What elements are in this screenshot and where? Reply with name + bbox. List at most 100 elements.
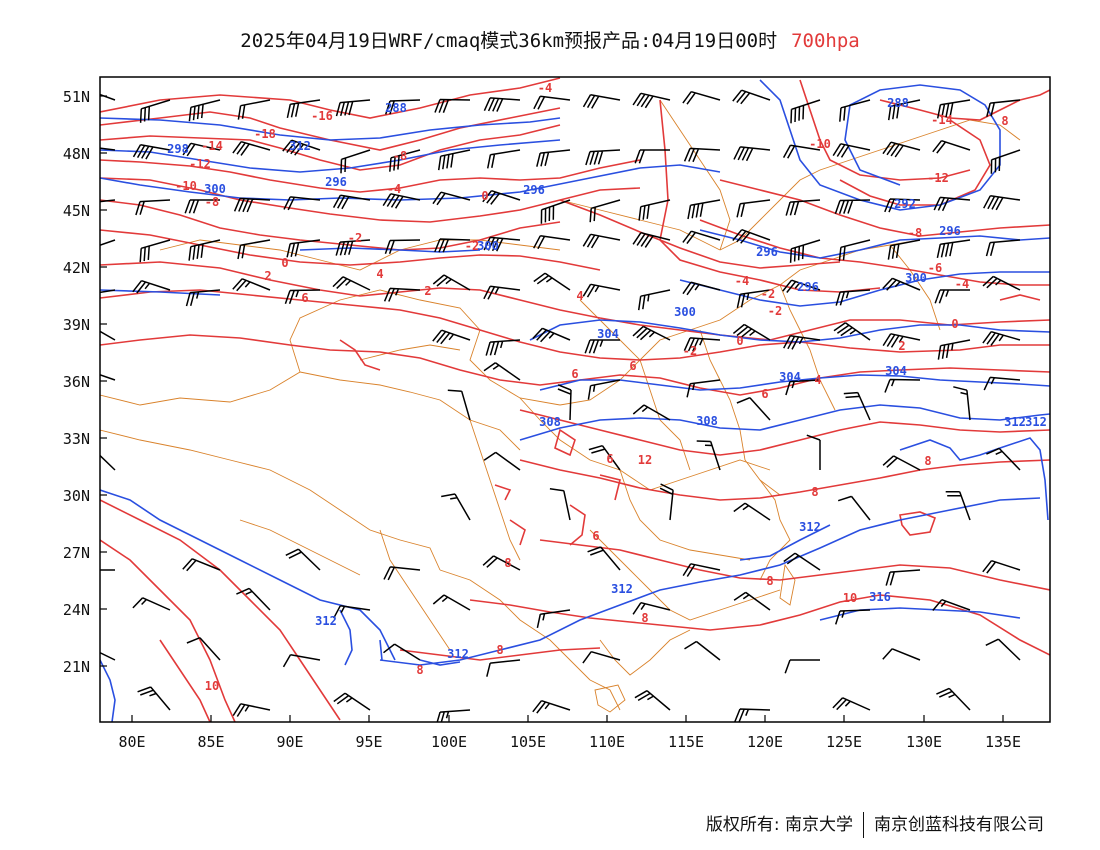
province-boundaries — [100, 99, 1021, 713]
wind-barb — [937, 339, 971, 360]
geopotential-isoline — [339, 609, 353, 666]
wind-barb — [732, 89, 771, 105]
wind-barb — [486, 149, 521, 169]
wind-barb — [885, 569, 921, 586]
lat-tick-label: 33N — [63, 430, 90, 448]
geopotential-isoline — [379, 639, 383, 661]
temperature-isoline — [699, 219, 1050, 286]
geopotential-isoline — [699, 229, 1050, 259]
wind-barb — [333, 605, 371, 619]
wind-barb — [733, 502, 771, 521]
boundary-line — [579, 299, 641, 361]
wind-barb — [186, 637, 221, 661]
wind-barb — [232, 278, 271, 292]
temperature-isoline — [599, 474, 621, 501]
geopotential-isoline — [819, 607, 1021, 621]
wind-barb — [383, 287, 421, 302]
title-text: 2025年04月19日WRF/cmaq模式36km预报产品:04月19日00时 — [240, 30, 778, 52]
lat-tick-label: 27N — [63, 544, 90, 562]
wind-barb — [232, 140, 271, 156]
footer-divider — [863, 812, 864, 838]
geopotential-isoline — [100, 659, 116, 722]
wind-barb — [785, 379, 821, 396]
lon-tick-label: 125E — [826, 733, 862, 751]
wind-barb — [441, 493, 471, 521]
temperature-label: 2 — [898, 339, 905, 353]
wind-barb — [485, 339, 521, 356]
wind-barb — [682, 563, 721, 577]
temperature-label: -4 — [735, 274, 749, 288]
wind-barb — [282, 654, 321, 668]
geopotential-label: 288 — [385, 101, 407, 115]
wind-barb — [887, 99, 921, 121]
wind-barb — [335, 239, 371, 256]
temperature-isoline — [999, 294, 1041, 301]
boundary-line — [469, 419, 521, 561]
wind-barb — [806, 434, 821, 470]
boundary-line — [359, 344, 461, 361]
lat-tick-label: 21N — [63, 658, 90, 676]
temperature-isoline — [100, 261, 1050, 341]
wind-barb — [436, 709, 471, 722]
pressure-level-label: 700hpa — [791, 30, 860, 52]
temperature-isoline — [100, 289, 1050, 361]
lon-tick-label: 130E — [906, 733, 942, 751]
wind-barb — [188, 239, 221, 261]
wind-barb — [936, 687, 971, 711]
map-frame — [99, 76, 1051, 723]
geopotential-label: 288 — [887, 96, 909, 110]
wind-barb — [837, 495, 871, 521]
temperature-label: 0 — [736, 334, 743, 348]
geopotential-label: 304 — [779, 370, 801, 384]
temperature-isoline — [719, 179, 1050, 237]
wind-barb — [934, 289, 970, 304]
wind-barb — [632, 325, 671, 341]
temperature-isoline — [799, 79, 971, 181]
geopotential-label: 300 — [477, 239, 499, 253]
lat-tick-label: 45N — [63, 202, 90, 220]
geopotential-isoline — [529, 319, 1050, 343]
wind-barb — [632, 601, 671, 615]
lat-tick-label: 48N — [63, 145, 90, 163]
geopotential-isoline — [759, 79, 1001, 211]
temperature-label: 8 — [496, 643, 503, 657]
temperature-isoline — [539, 539, 1050, 591]
temperature-label: 0 — [281, 256, 288, 270]
geopotential-label: 312 — [447, 647, 469, 661]
wind-barb — [139, 239, 171, 263]
wind-barb — [736, 199, 771, 218]
geopotential-label: 300 — [204, 182, 226, 196]
temperature-contours — [100, 77, 1050, 722]
wind-barb — [838, 239, 871, 262]
temperature-label: 6 — [592, 529, 599, 543]
wind-barb — [182, 558, 221, 572]
wind-barb — [789, 239, 821, 263]
geopotential-isoline — [100, 117, 561, 141]
geopotential-isoline — [379, 497, 1041, 666]
temperature-isoline — [100, 199, 561, 251]
wind-barb — [736, 397, 771, 421]
geopotential-label: 300 — [905, 271, 927, 285]
lon-tick-label: 90E — [276, 733, 303, 751]
wind-barb — [683, 337, 721, 352]
wind-barb — [237, 239, 271, 260]
wind-barb — [945, 491, 971, 521]
temperature-label: 4 — [576, 289, 583, 303]
wind-barb — [587, 379, 621, 400]
boundary-line — [159, 239, 401, 271]
temperature-isoline — [559, 199, 841, 269]
wind-barb — [932, 139, 971, 154]
wind-barb — [982, 330, 1021, 346]
temperature-isoline — [100, 124, 561, 171]
geopotential-isoline — [519, 404, 1050, 441]
wind-barb — [732, 228, 771, 244]
temperature-isoline — [399, 647, 601, 661]
wind-barb — [638, 199, 671, 221]
lon-tick-label: 115E — [668, 733, 704, 751]
temperature-label: 0 — [481, 189, 488, 203]
wind-barb — [682, 230, 721, 245]
temperature-isoline — [100, 539, 236, 722]
footer: 版权所有: 南京大学 南京创蓝科技有限公司 — [706, 810, 1044, 838]
wind-barb — [582, 650, 621, 664]
wind-barb — [632, 92, 671, 109]
